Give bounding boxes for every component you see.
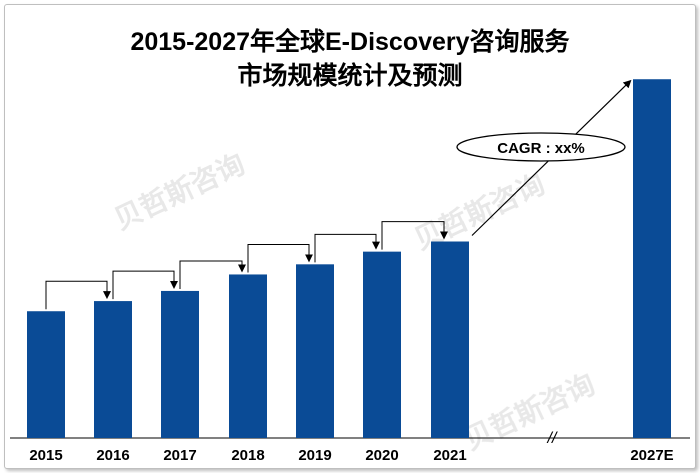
x-tick-2017: 2017 xyxy=(163,447,196,464)
bar-2020 xyxy=(363,251,401,438)
bar-2021 xyxy=(431,241,469,438)
x-tick-2015: 2015 xyxy=(29,447,62,464)
x-tick-2020: 2020 xyxy=(365,447,398,464)
growth-arrow-2015-2016 xyxy=(45,280,111,310)
bar-2018 xyxy=(229,274,267,438)
watermark-text-3: 贝哲斯咨询 xyxy=(459,368,599,455)
bar-2027E xyxy=(633,79,671,438)
chart-subtitle: 市场规模统计及预测 xyxy=(237,61,462,90)
axis-break-mark: // xyxy=(547,430,558,447)
x-tick-labels-group: 2015 2016 2017 2018 2019 2020 2021 2027E xyxy=(29,447,673,464)
bar-2015 xyxy=(27,311,65,438)
growth-arrow-2018-2019 xyxy=(247,243,313,273)
chart-title: 2015-2027年全球E-Discovery咨询服务 xyxy=(130,27,569,56)
growth-arrow-2016-2017 xyxy=(112,270,178,300)
bars-group xyxy=(27,79,671,438)
cagr-callout xyxy=(456,132,626,162)
x-tick-2016: 2016 xyxy=(96,447,129,464)
bar-2019 xyxy=(296,264,334,438)
bar-2017 xyxy=(161,290,199,438)
growth-arrow-2020-2021 xyxy=(381,221,448,250)
x-tick-2021: 2021 xyxy=(433,447,466,464)
x-tick-2019: 2019 xyxy=(298,447,331,464)
growth-arrow-2017-2018 xyxy=(179,260,246,289)
growth-arrows-group xyxy=(45,221,448,310)
watermark-text-2: 贝哲斯咨询 xyxy=(409,168,549,255)
bar-2016 xyxy=(94,301,132,438)
cagr-label: CAGR : xx% xyxy=(497,140,585,157)
x-tick-2018: 2018 xyxy=(231,447,264,464)
watermark-text-1: 贝哲斯咨询 xyxy=(109,148,249,235)
x-tick-2027E: 2027E xyxy=(630,447,673,464)
growth-arrow-2019-2020 xyxy=(314,233,380,263)
